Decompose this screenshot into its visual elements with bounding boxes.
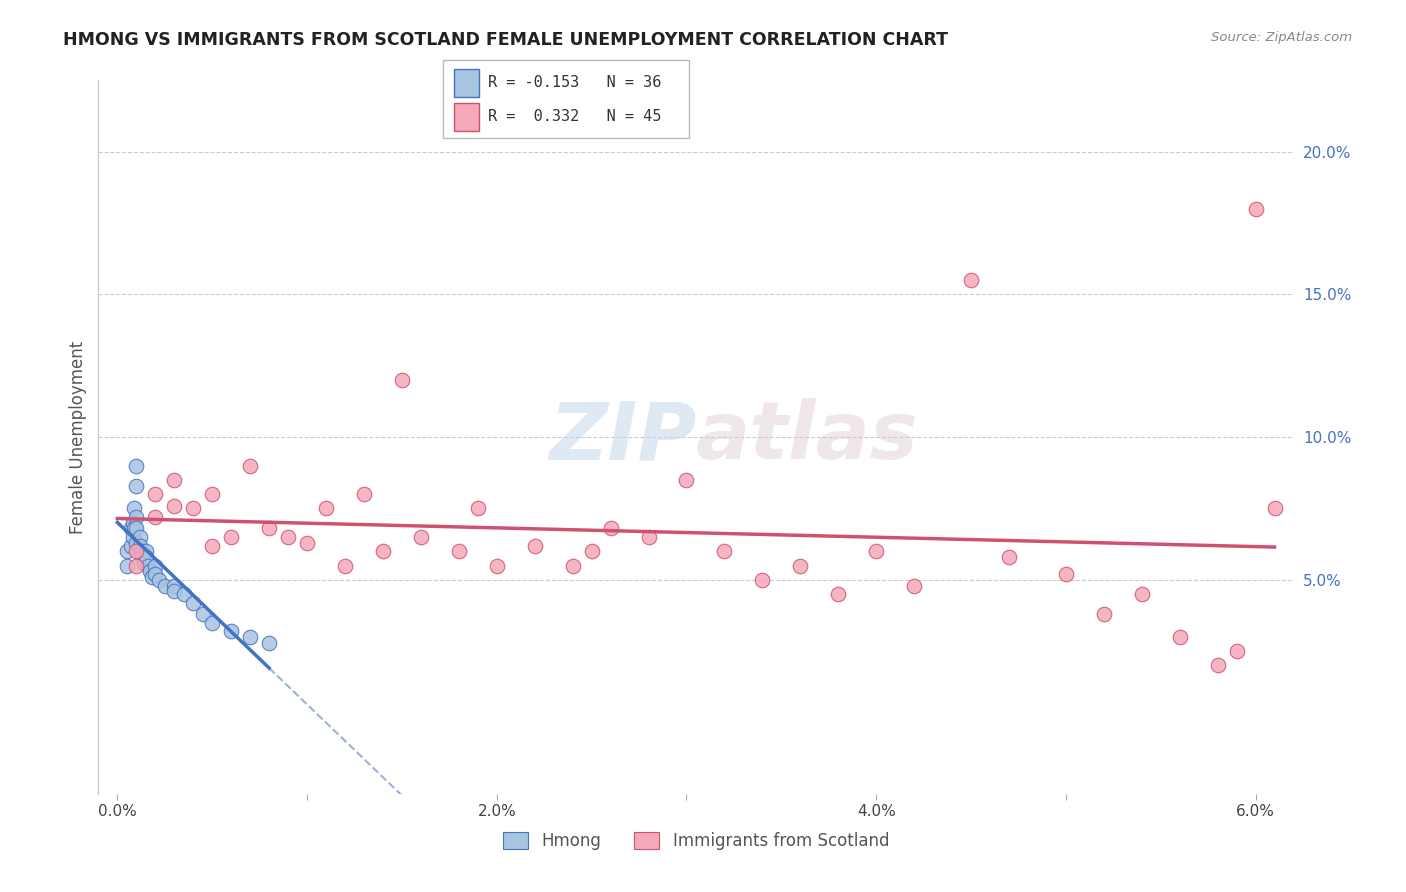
Point (191, 607, 214, 621)
Point (637, 530, 659, 544)
Point (1244, 202, 1267, 216)
Point (124, 521, 146, 535)
Point (125, 458, 148, 473)
Point (277, 530, 299, 544)
Point (333, 558, 356, 573)
Text: R =  0.332   N = 45: R = 0.332 N = 45 (488, 110, 661, 124)
Point (125, 535, 148, 549)
Text: atlas: atlas (696, 398, 918, 476)
Point (181, 596, 204, 610)
Point (163, 584, 186, 599)
Point (239, 630, 262, 644)
Point (1206, 658, 1229, 673)
Point (181, 501, 204, 516)
Point (447, 544, 470, 558)
Point (129, 530, 152, 544)
Point (141, 570, 163, 584)
Point (865, 544, 887, 558)
Point (125, 510, 148, 524)
Point (132, 556, 155, 570)
Point (1168, 630, 1191, 644)
Point (561, 558, 583, 573)
Point (173, 587, 195, 601)
Point (391, 373, 413, 387)
Point (121, 516, 143, 530)
Point (120, 539, 142, 553)
Point (201, 539, 224, 553)
Text: HMONG VS IMMIGRANTS FROM SCOTLAND FEMALE UNEMPLOYMENT CORRELATION CHART: HMONG VS IMMIGRANTS FROM SCOTLAND FEMALE… (63, 31, 948, 49)
Point (153, 578, 176, 592)
Point (125, 478, 148, 492)
Point (148, 573, 170, 587)
Text: Source: ZipAtlas.com: Source: ZipAtlas.com (1212, 31, 1353, 45)
Point (599, 521, 621, 535)
Point (295, 535, 318, 549)
Point (115, 544, 138, 558)
Legend: Hmong, Immigrants from Scotland: Hmong, Immigrants from Scotland (496, 825, 896, 857)
Point (131, 544, 153, 558)
Point (120, 521, 142, 535)
Point (163, 473, 186, 487)
Point (257, 635, 280, 649)
Point (115, 558, 138, 573)
Point (409, 530, 432, 544)
Point (353, 487, 375, 501)
Point (138, 564, 160, 578)
Point (751, 573, 773, 587)
Point (163, 578, 186, 592)
Point (131, 549, 153, 564)
Point (257, 521, 280, 535)
Point (523, 539, 546, 553)
Point (789, 558, 811, 573)
Point (121, 530, 143, 544)
Point (675, 473, 697, 487)
Point (239, 458, 262, 473)
Point (135, 549, 157, 564)
Point (998, 549, 1021, 564)
Point (136, 558, 159, 573)
Point (1054, 567, 1077, 582)
Text: R = -0.153   N = 36: R = -0.153 N = 36 (488, 76, 661, 90)
Point (1264, 501, 1286, 516)
Point (1092, 607, 1115, 621)
Point (135, 544, 157, 558)
Point (125, 558, 148, 573)
Text: ZIP: ZIP (548, 398, 696, 476)
Point (201, 615, 224, 630)
Point (143, 558, 166, 573)
Point (960, 273, 983, 287)
Point (143, 567, 166, 582)
Point (1130, 587, 1153, 601)
Point (581, 544, 603, 558)
Point (219, 530, 242, 544)
Point (201, 487, 224, 501)
Point (903, 578, 925, 592)
Point (219, 624, 242, 639)
Point (143, 510, 166, 524)
Point (143, 487, 166, 501)
Point (713, 544, 735, 558)
Y-axis label: Female Unemployment: Female Unemployment (69, 341, 87, 533)
Point (467, 501, 489, 516)
Point (1226, 644, 1249, 658)
Point (125, 521, 148, 535)
Point (485, 558, 508, 573)
Point (129, 539, 152, 553)
Point (315, 501, 337, 516)
Point (827, 587, 849, 601)
Point (163, 499, 186, 513)
Point (125, 544, 148, 558)
Point (371, 544, 394, 558)
Point (124, 501, 146, 516)
